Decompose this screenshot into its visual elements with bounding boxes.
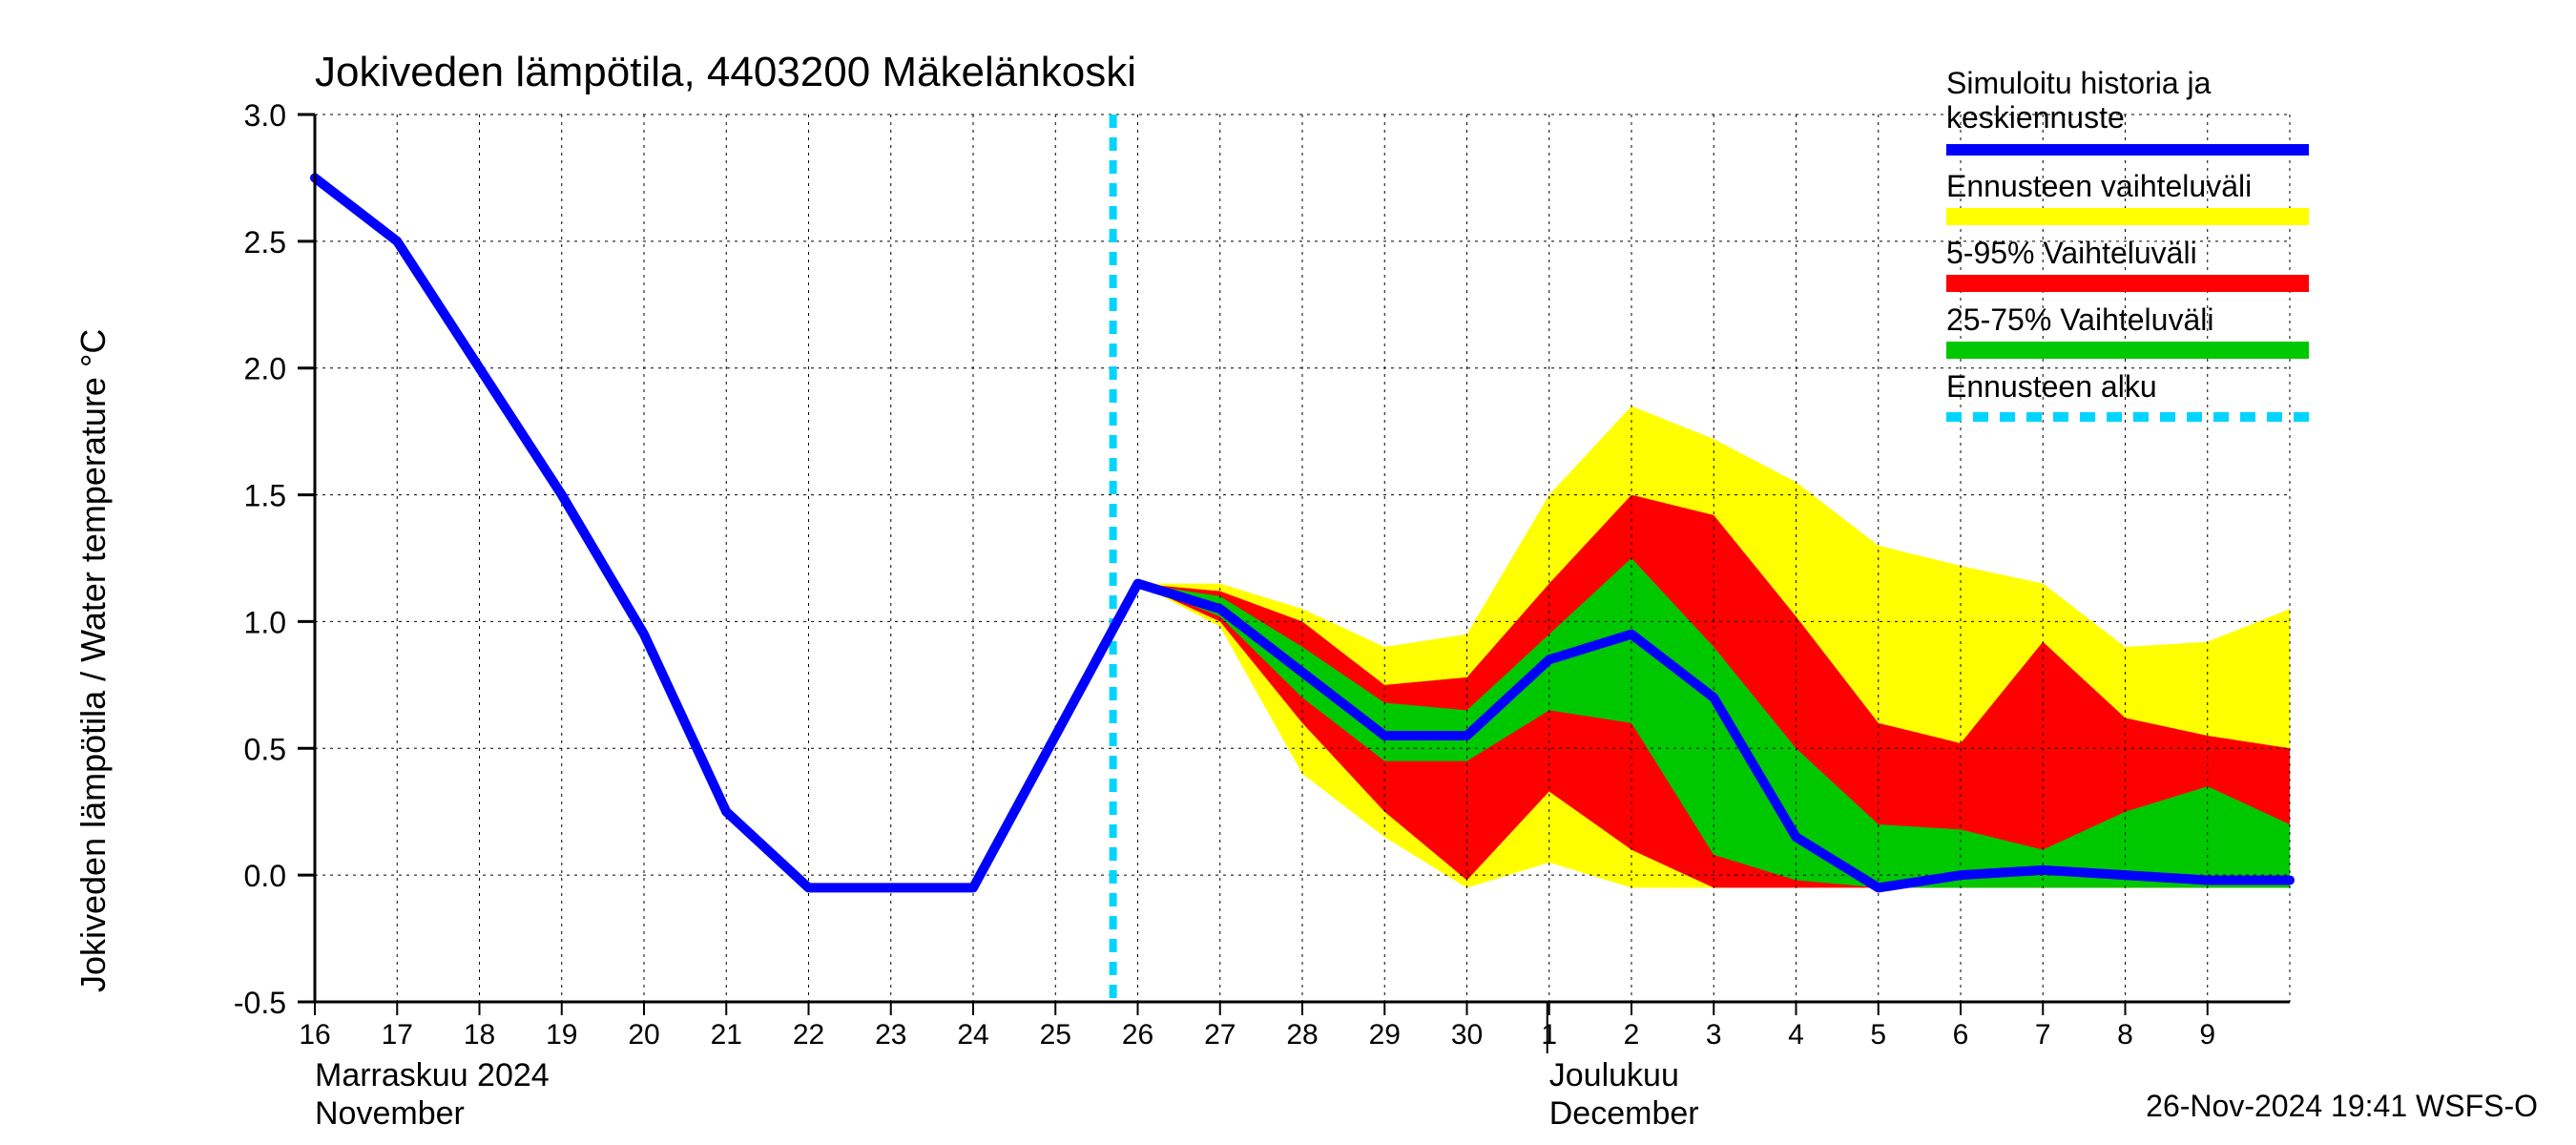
- water-temperature-chart: -0.50.00.51.01.52.02.53.0161718192021222…: [0, 0, 2576, 1145]
- xtick-label: 25: [1040, 1019, 1071, 1051]
- xtick-label: 9: [2199, 1019, 2215, 1051]
- timestamp: 26-Nov-2024 19:41 WSFS-O: [2146, 1089, 2538, 1123]
- xtick-label: 24: [957, 1019, 988, 1051]
- y-axis-label: Jokiveden lämpötila / Water temperature …: [73, 329, 113, 992]
- legend-label: Simuloitu historia ja: [1946, 66, 2212, 100]
- month-label-1: Marraskuu 2024: [315, 1057, 550, 1093]
- legend-label: Ennusteen vaihteluväli: [1946, 169, 2252, 203]
- xtick-label: 27: [1204, 1019, 1236, 1051]
- xtick-label: 18: [464, 1019, 495, 1051]
- xtick-label: 1: [1541, 1019, 1557, 1051]
- xtick-label: 3: [1706, 1019, 1722, 1051]
- ytick-label: 1.0: [244, 605, 286, 639]
- xtick-label: 23: [875, 1019, 906, 1051]
- legend-label: 5-95% Vaihteluväli: [1946, 236, 2197, 270]
- legend-label: Ennusteen alku: [1946, 369, 2157, 404]
- ytick-label: 0.0: [244, 859, 286, 893]
- chart-container: -0.50.00.51.01.52.02.53.0161718192021222…: [0, 0, 2576, 1145]
- legend-label: 25-75% Vaihteluväli: [1946, 302, 2213, 337]
- xtick-label: 30: [1451, 1019, 1483, 1051]
- ytick-label: 3.0: [244, 98, 286, 133]
- ytick-label: -0.5: [234, 986, 286, 1020]
- ytick-label: 2.0: [244, 352, 286, 386]
- legend-swatch: [1946, 208, 2309, 225]
- xtick-label: 29: [1369, 1019, 1401, 1051]
- xtick-label: 26: [1122, 1019, 1153, 1051]
- xtick-label: 2: [1624, 1019, 1640, 1051]
- month-label-2: December: [1549, 1095, 1699, 1132]
- legend-swatch: [1946, 275, 2309, 292]
- legend-label-2: keskiennuste: [1946, 100, 2125, 135]
- xtick-label: 7: [2035, 1019, 2051, 1051]
- xtick-label: 22: [793, 1019, 824, 1051]
- xtick-label: 8: [2117, 1019, 2133, 1051]
- legend-swatch: [1946, 342, 2309, 359]
- xtick-label: 5: [1870, 1019, 1886, 1051]
- chart-title: Jokiveden lämpötila, 4403200 Mäkelänkosk…: [315, 49, 1136, 95]
- ytick-label: 0.5: [244, 732, 286, 766]
- xtick-label: 16: [299, 1019, 330, 1051]
- month-label-1: Joulukuu: [1549, 1057, 1679, 1093]
- xtick-label: 17: [382, 1019, 413, 1051]
- xtick-label: 6: [1953, 1019, 1969, 1051]
- xtick-label: 21: [711, 1019, 742, 1051]
- xtick-label: 19: [546, 1019, 577, 1051]
- xtick-label: 20: [628, 1019, 659, 1051]
- month-label-2: November: [315, 1095, 465, 1132]
- xtick-label: 4: [1788, 1019, 1804, 1051]
- xtick-label: 28: [1286, 1019, 1318, 1051]
- ytick-label: 1.5: [244, 479, 286, 513]
- ytick-label: 2.5: [244, 225, 286, 260]
